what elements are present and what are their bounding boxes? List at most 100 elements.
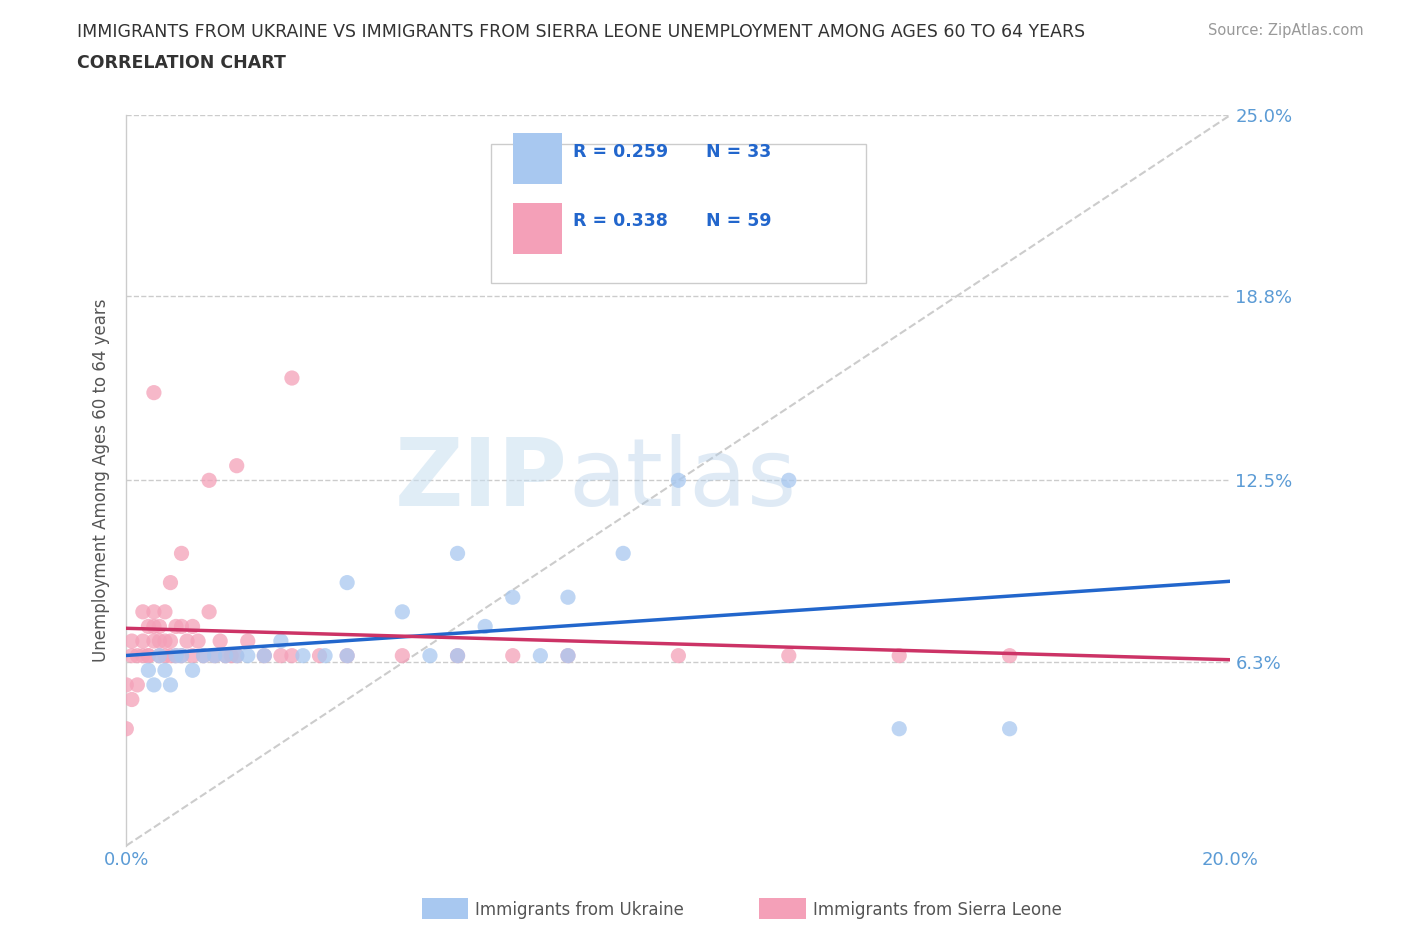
Point <box>138 648 160 663</box>
Point <box>502 648 524 663</box>
Point <box>148 648 170 663</box>
Point <box>998 722 1021 737</box>
Text: R = 0.338: R = 0.338 <box>574 212 668 230</box>
Point <box>165 619 187 634</box>
Text: ZIP: ZIP <box>395 434 568 526</box>
Text: Immigrants from Ukraine: Immigrants from Ukraine <box>475 900 685 919</box>
Point <box>446 648 468 663</box>
Point <box>187 633 209 648</box>
Point <box>215 648 238 663</box>
Text: Immigrants from Sierra Leone: Immigrants from Sierra Leone <box>813 900 1062 919</box>
Point <box>193 648 215 663</box>
Text: N = 59: N = 59 <box>706 212 772 230</box>
Point <box>557 648 579 663</box>
Point <box>121 633 143 648</box>
Point <box>170 648 193 663</box>
Point <box>204 648 226 663</box>
Point <box>159 648 181 663</box>
Text: CORRELATION CHART: CORRELATION CHART <box>77 54 287 72</box>
Point <box>165 648 187 663</box>
Point <box>148 633 170 648</box>
Point <box>127 648 149 663</box>
Point <box>612 546 634 561</box>
Point <box>446 648 468 663</box>
Point <box>225 648 247 663</box>
Point <box>193 648 215 663</box>
Point <box>176 633 198 648</box>
Point <box>153 604 176 619</box>
Point <box>219 648 242 663</box>
Text: atlas: atlas <box>568 434 796 526</box>
Point <box>148 619 170 634</box>
Point <box>225 648 247 663</box>
Point <box>204 648 226 663</box>
Point <box>502 590 524 604</box>
Point <box>153 648 176 663</box>
Point <box>181 648 204 663</box>
Point <box>270 633 292 648</box>
Point <box>159 633 181 648</box>
Point <box>557 590 579 604</box>
Point <box>889 722 911 737</box>
Point <box>159 575 181 590</box>
Point <box>308 648 330 663</box>
Point <box>138 619 160 634</box>
Point <box>132 633 155 648</box>
Point <box>778 472 800 487</box>
Point <box>666 648 689 663</box>
Point <box>181 663 204 678</box>
Point <box>153 633 176 648</box>
Point <box>474 619 496 634</box>
Point <box>148 648 170 663</box>
Point <box>159 677 181 692</box>
Point <box>391 604 413 619</box>
Point <box>998 648 1021 663</box>
Text: N = 33: N = 33 <box>706 142 772 161</box>
Point <box>291 648 314 663</box>
Point <box>236 648 259 663</box>
Y-axis label: Unemployment Among Ages 60 to 64 years: Unemployment Among Ages 60 to 64 years <box>93 299 110 662</box>
Point <box>198 604 221 619</box>
Point <box>215 648 238 663</box>
Point <box>127 677 149 692</box>
Point <box>336 648 359 663</box>
Point <box>142 619 165 634</box>
Point <box>529 648 551 663</box>
Point <box>236 633 259 648</box>
Point <box>121 648 143 663</box>
Point <box>253 648 276 663</box>
Point <box>132 648 155 663</box>
Point <box>115 677 138 692</box>
Point <box>419 648 441 663</box>
Point <box>153 663 176 678</box>
Point <box>142 604 165 619</box>
Point <box>778 648 800 663</box>
Point <box>142 633 165 648</box>
Point <box>132 604 155 619</box>
Point <box>557 648 579 663</box>
Point <box>225 458 247 473</box>
Point <box>391 648 413 663</box>
Point <box>889 648 911 663</box>
Point <box>198 472 221 487</box>
FancyBboxPatch shape <box>513 203 562 254</box>
Point <box>666 472 689 487</box>
Point <box>446 546 468 561</box>
Point <box>336 575 359 590</box>
Point <box>170 619 193 634</box>
Point <box>138 663 160 678</box>
Point <box>170 648 193 663</box>
Point <box>138 648 160 663</box>
Point <box>142 677 165 692</box>
Point <box>165 648 187 663</box>
Point <box>142 385 165 400</box>
Point <box>181 619 204 634</box>
Point <box>115 722 138 737</box>
Point <box>314 648 336 663</box>
Point <box>209 633 232 648</box>
Point <box>253 648 276 663</box>
Point <box>281 648 304 663</box>
Point <box>336 648 359 663</box>
Point <box>270 648 292 663</box>
Text: IMMIGRANTS FROM UKRAINE VS IMMIGRANTS FROM SIERRA LEONE UNEMPLOYMENT AMONG AGES : IMMIGRANTS FROM UKRAINE VS IMMIGRANTS FR… <box>77 23 1085 41</box>
